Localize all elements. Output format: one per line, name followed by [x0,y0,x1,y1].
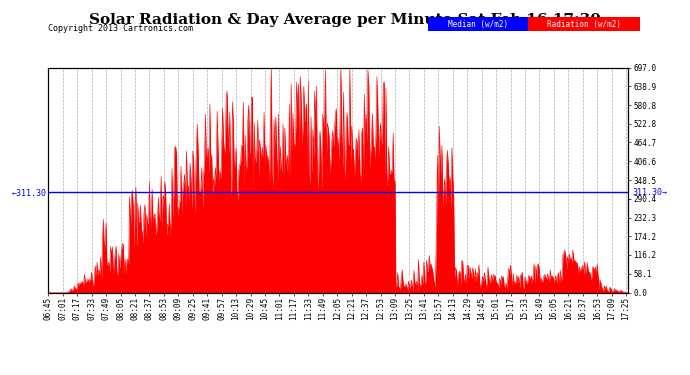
Text: 311.30→: 311.30→ [632,188,667,196]
Text: Copyright 2013 Cartronics.com: Copyright 2013 Cartronics.com [48,24,193,33]
Text: Solar Radiation & Day Average per Minute Sat Feb 16 17:30: Solar Radiation & Day Average per Minute… [89,13,601,27]
Text: Median (w/m2): Median (w/m2) [448,20,508,28]
Text: Radiation (w/m2): Radiation (w/m2) [546,20,621,28]
